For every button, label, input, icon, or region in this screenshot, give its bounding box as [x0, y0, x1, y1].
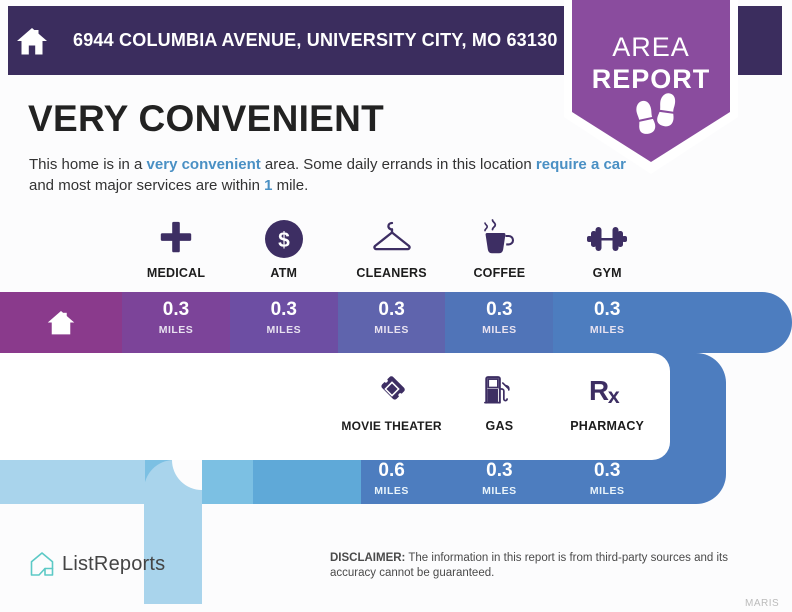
svg-text:AREA: AREA	[612, 32, 690, 62]
svg-text:$: $	[278, 229, 290, 252]
svg-text:R: R	[589, 375, 609, 406]
svg-text:REPORT: REPORT	[592, 64, 711, 94]
svg-text:x: x	[608, 384, 620, 406]
